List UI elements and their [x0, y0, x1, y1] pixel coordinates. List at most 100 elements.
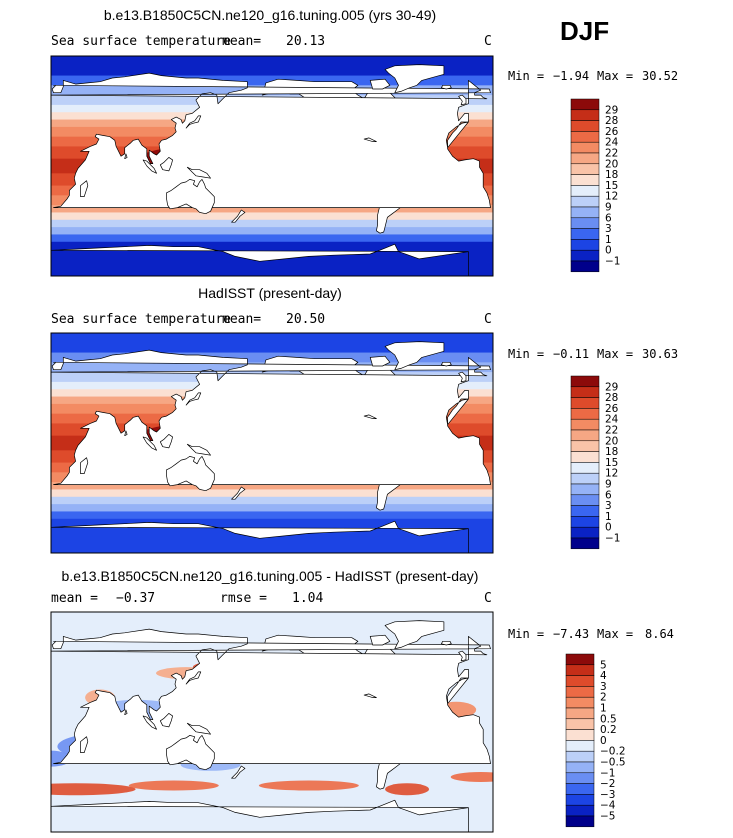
colorbar-tick-label: 29: [605, 381, 618, 393]
land-new-guinea: [186, 443, 211, 456]
land-africa-eurasia: [51, 72, 491, 208]
colorbar-tick-label: 28: [605, 392, 618, 404]
sst-band: [51, 489, 493, 498]
land-africa-eurasia: [51, 628, 491, 764]
land-iceland: [441, 640, 452, 646]
land-australia: [166, 735, 215, 771]
season-label: DJF: [560, 16, 609, 46]
colorbar-swatch: [570, 195, 600, 208]
colorbar-swatch: [570, 408, 600, 420]
sst-band: [51, 511, 493, 520]
land-greenland: [384, 620, 445, 650]
panel-3-units: C: [484, 591, 492, 606]
colorbar-swatch: [570, 440, 600, 452]
colorbar-tick-label: 15: [605, 180, 618, 192]
land-new-zealand: [231, 486, 246, 500]
panel-3-max-value: 8.64: [645, 627, 674, 641]
land-iceland: [441, 84, 452, 90]
colorbar-tick-label: 1: [600, 703, 607, 715]
sst-band: [51, 227, 493, 235]
colorbar-swatch: [565, 794, 595, 806]
colorbar-swatch: [570, 260, 600, 273]
sst-band: [51, 205, 493, 213]
sst-band: [51, 234, 493, 243]
colorbar-swatch: [570, 429, 600, 442]
panel-2-variable: Sea surface temperature: [51, 312, 231, 327]
land-sri-lanka: [124, 153, 128, 160]
land-cuba: [363, 414, 377, 419]
colorbar-swatch: [570, 109, 600, 121]
panel-1-min-label: Min =: [508, 69, 544, 83]
land-new-guinea: [186, 722, 211, 735]
colorbar-swatch: [570, 120, 600, 132]
panel-2-units: C: [484, 312, 492, 327]
colorbar-swatch: [570, 206, 600, 219]
colorbar-swatch: [570, 152, 600, 165]
panel-1-max-value: 30.52: [642, 69, 678, 83]
land-antarctica: [51, 520, 469, 553]
colorbar-tick-label: 26: [605, 403, 619, 415]
colorbar-swatch: [565, 707, 595, 720]
colorbar-swatch: [565, 761, 595, 774]
colorbar-swatch: [565, 696, 595, 709]
bias-region: [258, 780, 359, 791]
colorbar-swatch: [570, 494, 600, 506]
colorbar-swatch: [565, 675, 595, 687]
colorbar-tick-label: 12: [605, 191, 618, 203]
colorbar-tick-label: 26: [605, 126, 619, 138]
land-africa-eurasia: [51, 349, 491, 485]
colorbar-tick-label: 20: [605, 435, 618, 447]
land-new-zealand: [231, 765, 246, 779]
land-sri-lanka: [124, 430, 128, 437]
panel-3-mean-value: −0.37: [116, 591, 155, 606]
colorbar-tick-label: 0: [605, 522, 612, 534]
colorbar-swatch: [570, 397, 600, 409]
panel-2-mean-value: 20.50: [286, 312, 325, 327]
colorbar-tick-label: 4: [600, 670, 607, 682]
colorbar-swatch: [565, 653, 595, 666]
colorbar-tick-label: 1: [605, 234, 612, 246]
colorbar-tick-label: 18: [605, 169, 618, 181]
land-greenland: [384, 341, 445, 371]
colorbar-tick-label: −1: [605, 256, 620, 268]
panel-1-mean-value: 20.13: [286, 34, 325, 49]
land-borneo: [159, 434, 173, 449]
land-iceland: [441, 361, 452, 367]
land-cuba: [363, 137, 377, 142]
colorbar-tick-label: 3: [600, 681, 607, 693]
colorbar-tick-label: 0: [600, 735, 607, 747]
colorbar-tick-label: 28: [605, 115, 618, 127]
land-australia: [166, 456, 215, 492]
panel-1-frame: [50, 55, 494, 277]
land-japan: [185, 392, 202, 406]
bias-region: [450, 772, 493, 782]
colorbar-tick-label: −0.2: [600, 746, 626, 758]
land-sumatra: [142, 715, 157, 730]
colorbar-swatch: [570, 451, 600, 463]
panel-2-mean-label: mean=: [222, 312, 261, 327]
colorbar-swatch: [570, 526, 600, 539]
panel-1-units: C: [484, 34, 492, 49]
land-antarctica: [51, 243, 469, 276]
colorbar-swatch: [570, 386, 600, 398]
panel-2-max-label: Max =: [597, 347, 633, 361]
colorbar-swatch: [570, 185, 600, 197]
land-japan: [185, 115, 202, 129]
colorbar-tick-label: 18: [605, 446, 618, 458]
colorbar-swatch: [565, 750, 595, 763]
colorbar-tick-label: 24: [605, 414, 619, 426]
panel-3-rmse-value: 1.04: [292, 591, 323, 606]
land-madagascar: [80, 180, 89, 197]
panel-1-title: b.e13.B1850C5CN.ne120_g16.tuning.005 (yr…: [104, 7, 436, 23]
land-baffin: [369, 78, 391, 90]
colorbar-swatch: [570, 228, 600, 240]
colorbar-swatch: [565, 783, 595, 795]
panel-3-max-label: Max =: [597, 627, 633, 641]
colorbar-tick-label: 0: [605, 245, 612, 257]
sst-band: [51, 504, 493, 512]
panel-2-min-value: −0.11: [553, 347, 589, 361]
bias-region: [385, 783, 430, 796]
colorbar-tick-label: 24: [605, 137, 619, 149]
